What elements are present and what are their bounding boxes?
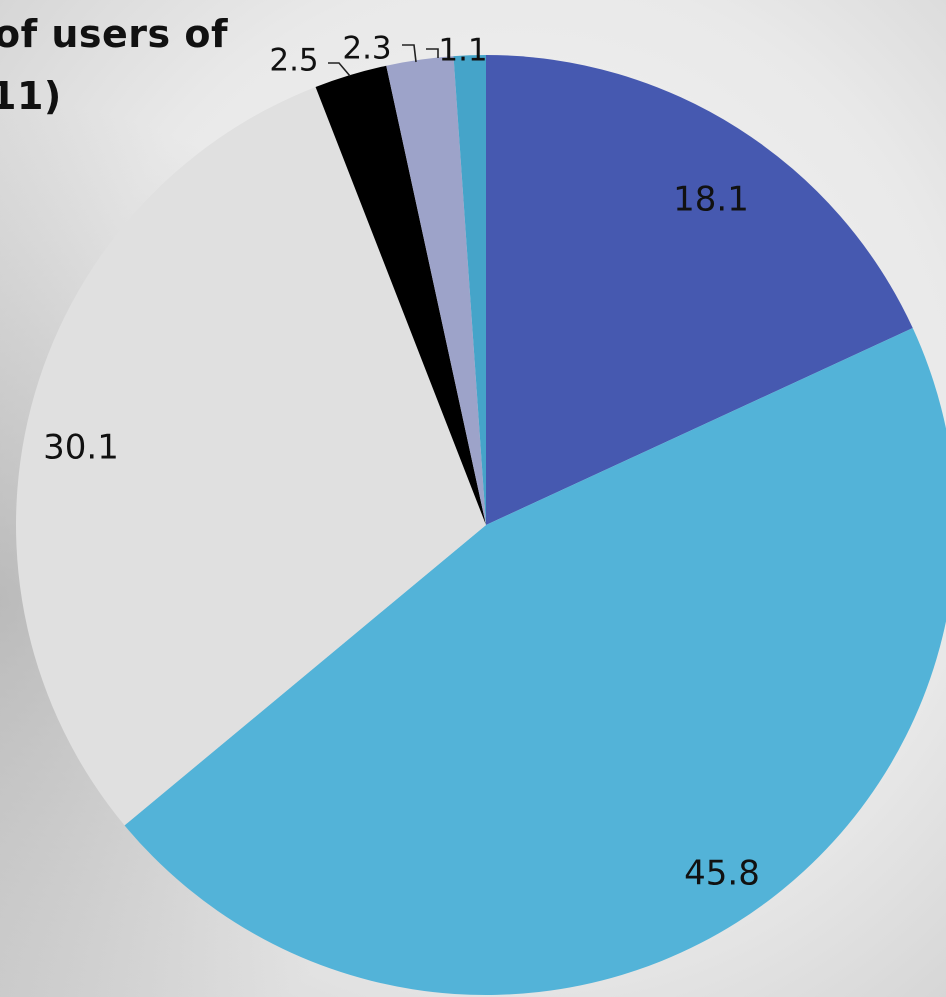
leader-line-2.3 <box>402 44 417 63</box>
pie-slice-30.1 <box>16 86 486 826</box>
pie-slice-2.5 <box>315 65 486 526</box>
pie-slice-18.1 <box>486 55 913 525</box>
data-label-1.1: 1.1 <box>438 33 487 69</box>
pie-slice-1.1 <box>453 55 486 525</box>
pie-slices <box>16 55 946 995</box>
pie-slice-2.3 <box>386 56 486 526</box>
leader-line-2.5 <box>328 62 351 77</box>
pie-data-labels: 18.1 45.8 30.1 2.5 2.3 1.1 <box>43 31 760 894</box>
pie-slice-45.8 <box>124 328 946 995</box>
chart-title-line-1: of users of <box>0 12 229 56</box>
chart-title-line-2: 11) <box>0 74 62 118</box>
data-label-18.1: 18.1 <box>673 180 749 220</box>
data-label-30.1: 30.1 <box>43 428 119 468</box>
data-label-2.5: 2.5 <box>269 43 318 79</box>
leader-line-1.1 <box>426 48 439 58</box>
data-label-2.3: 2.3 <box>342 31 391 67</box>
data-label-45.8: 45.8 <box>684 854 760 894</box>
